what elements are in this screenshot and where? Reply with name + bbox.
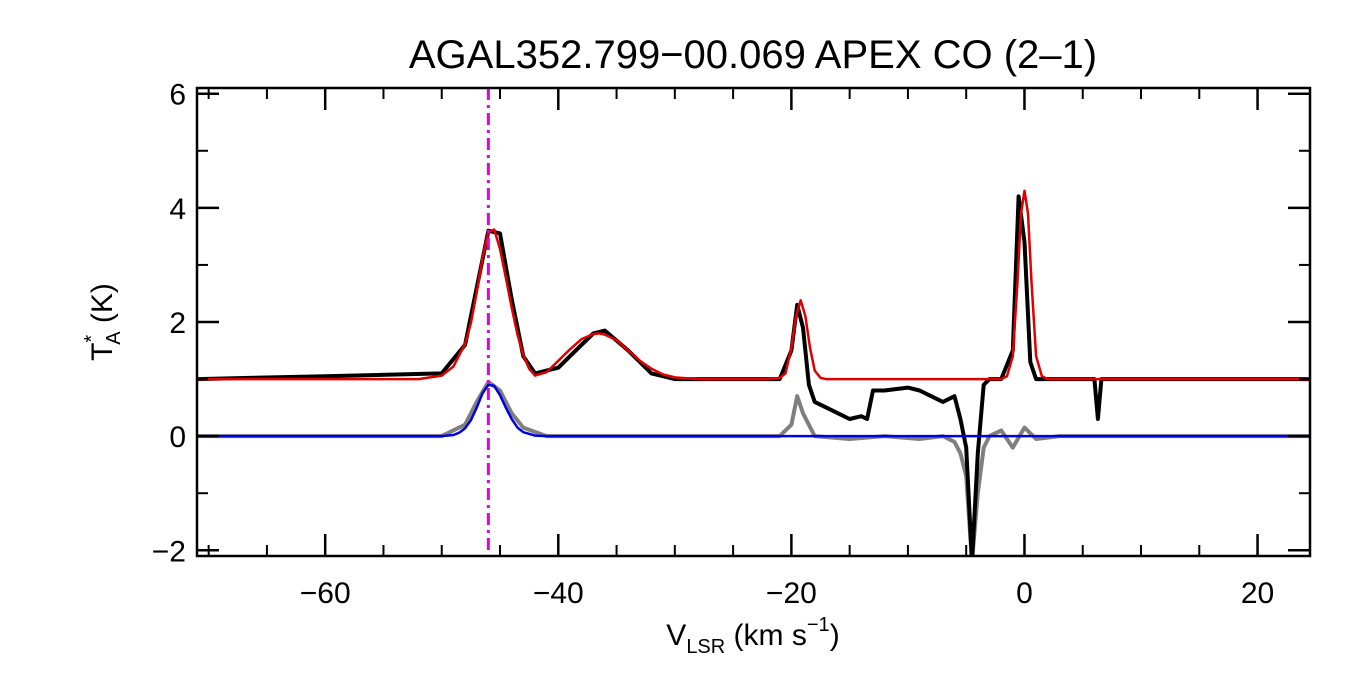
x-axis-label-tail: (km s (725, 619, 807, 652)
x-tick-label: −60 (300, 577, 351, 610)
y-tick-label: −2 (152, 535, 186, 568)
y-axis-label: T*A (K) (81, 283, 125, 361)
x-axis-label-main: V (666, 619, 686, 652)
x-tick-label: 20 (1241, 577, 1274, 610)
y-axis-label-sub: A (103, 331, 125, 345)
y-tick-label: 4 (169, 193, 186, 226)
component-fit-line (197, 383, 1310, 438)
residual-spectrum-line (197, 379, 1310, 556)
x-axis-label-close: ) (830, 619, 840, 652)
y-tick-label: 0 (169, 421, 186, 454)
x-axis-label-sup: −1 (807, 614, 830, 636)
observed-spectrum-line (197, 194, 1310, 556)
x-tick-label: 0 (1016, 577, 1033, 610)
plot-frame (195, 86, 1312, 558)
plot-area (197, 88, 1310, 556)
x-axis-label-sub: LSR (686, 636, 725, 658)
x-tick-label: −40 (533, 577, 584, 610)
x-axis-label: VLSR (km s−1) (666, 614, 839, 658)
series-group (197, 88, 1310, 556)
y-axis-label-main: T (86, 343, 119, 361)
x-tick-label: −20 (766, 577, 817, 610)
y-axis-label-tail: (K) (86, 283, 119, 331)
y-tick-label: 6 (169, 79, 186, 112)
total-fit-line (197, 189, 1310, 381)
chart-title: AGAL352.799−00.069 APEX CO (2–1) (409, 33, 1097, 77)
y-axis-label-sup: * (81, 335, 103, 343)
y-tick-label: 2 (169, 307, 186, 340)
